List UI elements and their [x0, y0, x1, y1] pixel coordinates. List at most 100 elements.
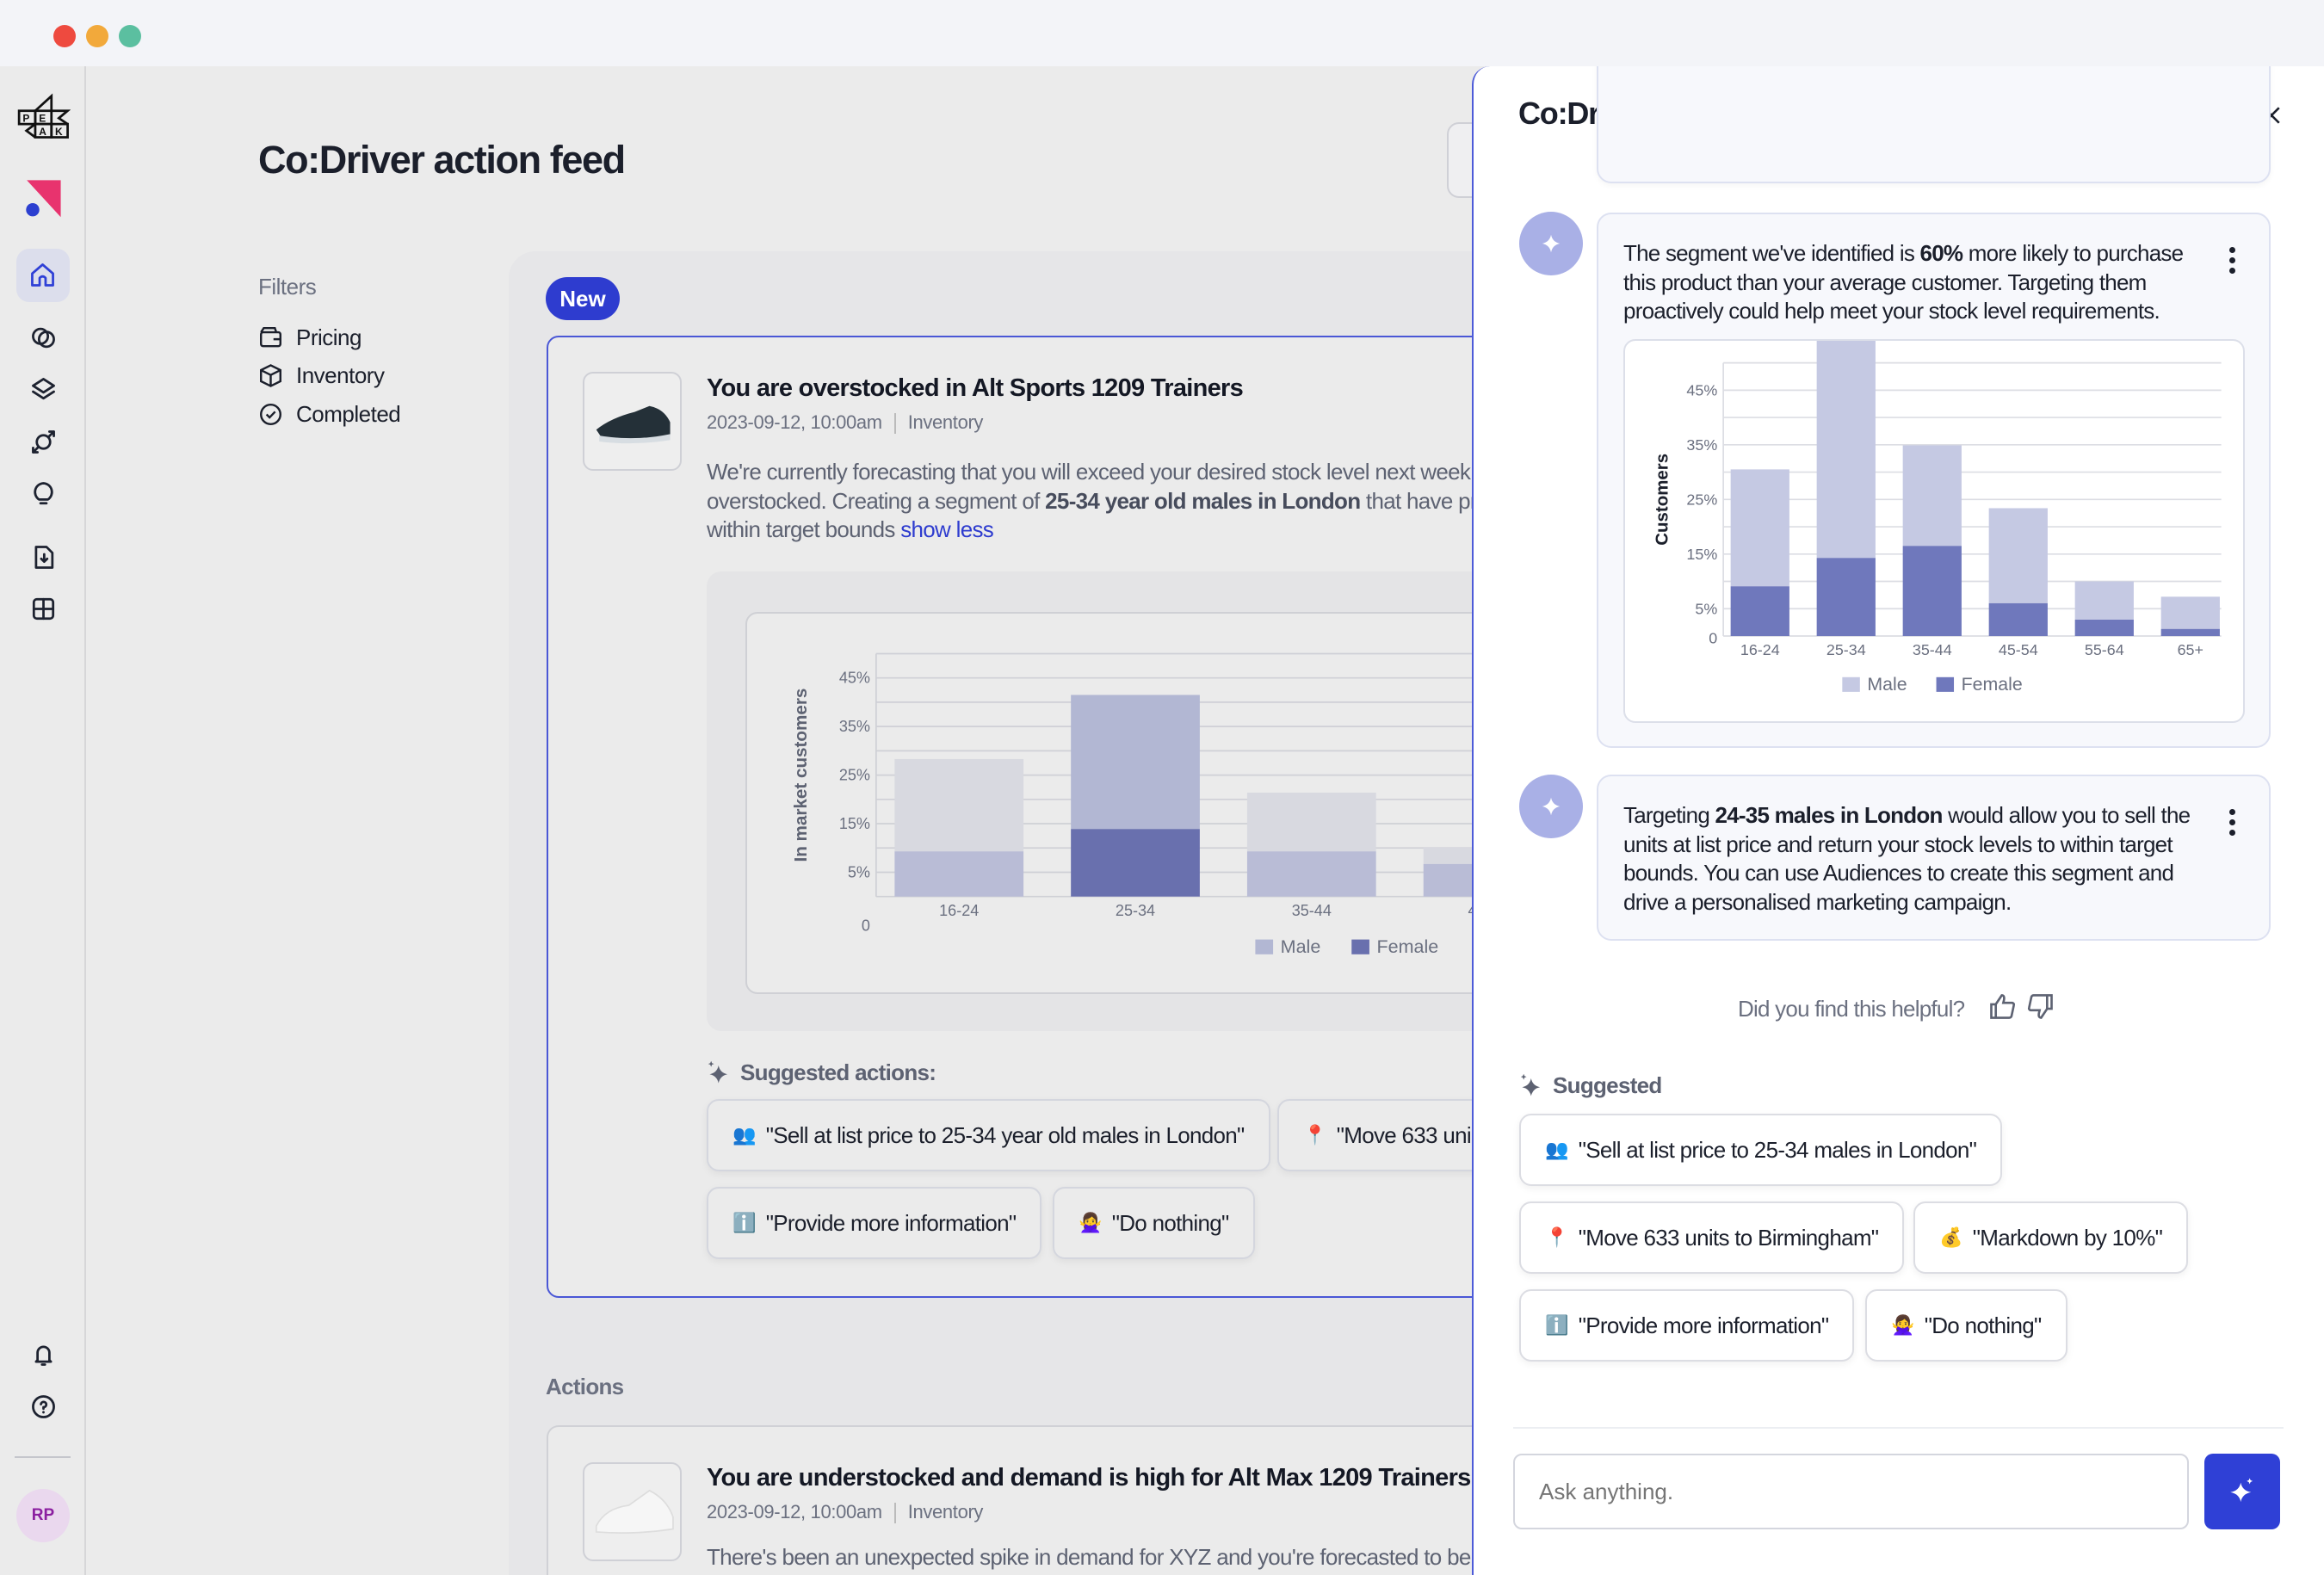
lightbulb-icon — [33, 481, 53, 504]
legend-swatch-female — [1936, 676, 1955, 692]
action-card[interactable] — [547, 1425, 1525, 1575]
action-do-nothing-button[interactable]: 🙅‍♀️ "Do nothing" — [1053, 1187, 1255, 1259]
thumbs-down-icon — [2027, 994, 2053, 1019]
sidebar-item-dashboard[interactable] — [22, 588, 64, 629]
notifications-button[interactable] — [22, 1333, 64, 1374]
x-tick-label: 55-64 — [2085, 641, 2124, 658]
bell-icon — [34, 1345, 52, 1366]
card-body-line: within target bounds show less — [707, 516, 1477, 545]
filter-completed[interactable]: Completed — [258, 401, 401, 428]
window-minimize-button[interactable] — [86, 25, 108, 47]
layers-icon — [31, 377, 55, 399]
x-tick-label: 35-44 — [1913, 641, 1952, 658]
thumbs-up-icon — [1990, 994, 2016, 1019]
divider — [15, 1456, 71, 1458]
card-body-line: overstocked. Creating a segment of 25-34… — [707, 487, 1478, 516]
text: overstocked. Creating a segment of — [707, 487, 1046, 514]
bar-female-45-54 — [1988, 602, 2048, 637]
ask-input[interactable] — [1513, 1454, 2189, 1529]
card-title: You are understocked and demand is high … — [707, 1464, 1499, 1492]
legend-swatch-male — [1842, 676, 1860, 692]
divider — [1513, 1427, 2284, 1429]
demographics-chart: 0 5% 15% 25% 35% 45% In market customers 16-24 2… — [791, 652, 1518, 957]
user-avatar[interactable]: RP — [16, 1489, 70, 1542]
info-icon: ℹ️ — [732, 1212, 756, 1233]
svg-text:A: A — [39, 126, 46, 138]
card-title: You are overstocked in Alt Sports 1209 T… — [707, 374, 1244, 402]
action-more-info-button[interactable]: ℹ️ "Provide more information" — [707, 1187, 1042, 1259]
pin-icon: 📍 — [1303, 1124, 1326, 1146]
highlight: 60% — [1919, 240, 1964, 266]
grid-icon — [32, 597, 54, 620]
chat-message: The segment we've identified is 60% more… — [1597, 213, 2271, 748]
label: "Move 633 units to Birmingham" — [1578, 1224, 1879, 1251]
action-sell-button[interactable]: 👥 "Sell at list price to 25-34 year old m… — [707, 1099, 1270, 1171]
window-maximize-button[interactable] — [119, 25, 141, 47]
sidebar-item-audiences[interactable] — [22, 317, 64, 358]
bar-male-45-54 — [1988, 508, 2048, 603]
filters-heading: Filters — [258, 274, 317, 300]
card-meta: 2023-09-12, 10:00am Inventory — [707, 411, 984, 435]
x-tick-label: 25-34 — [1826, 641, 1866, 658]
y-tick-label: 15% — [1686, 546, 1717, 563]
suggestion-do-nothing-button[interactable]: 🙅‍♀️ "Do nothing" — [1865, 1289, 2067, 1362]
y-tick-label: 35% — [839, 718, 870, 735]
label: Suggested actions: — [740, 1059, 936, 1085]
filter-label: Inventory — [296, 362, 385, 388]
filter-label: Completed — [296, 401, 401, 427]
sidebar-item-home[interactable] — [16, 249, 70, 302]
action-move-button[interactable]: 📍 "Move 633 uni — [1277, 1099, 1536, 1171]
legend-swatch-female — [1351, 939, 1369, 954]
help-button[interactable] — [22, 1386, 64, 1427]
label: "Do nothing" — [1924, 1312, 2043, 1338]
customers-chart: 0 5% 15% 25% 35% 45% Customers 16-24 25-34 35-44 4… — [1652, 335, 2222, 695]
sidebar-item-reports[interactable] — [22, 536, 64, 578]
suggestion-markdown-button[interactable]: 💰 "Markdown by 10%" — [1913, 1201, 2189, 1274]
x-tick-label: 25-34 — [1116, 902, 1155, 919]
thumbs-down-button[interactable] — [2026, 992, 2055, 1025]
sparkle-icon — [1520, 1073, 1541, 1096]
legend-label-male: Male — [1281, 936, 1321, 957]
message-menu-button[interactable] — [2228, 247, 2236, 274]
codriver-avatar — [1519, 212, 1583, 275]
people-icon: 👥 — [1545, 1139, 1568, 1160]
x-tick-label: 45-54 — [1999, 641, 2038, 658]
show-less-link[interactable]: show less — [900, 516, 994, 543]
actions-heading: Actions — [546, 1374, 624, 1399]
sidebar-item-demographics[interactable] — [22, 421, 64, 462]
y-tick-label: 15% — [839, 815, 870, 832]
sparkle-icon — [1542, 234, 1561, 253]
card-category: Inventory — [907, 411, 984, 433]
bar-male-35-44 — [1246, 792, 1376, 852]
codriver-logo[interactable] — [22, 177, 64, 219]
sidebar-item-insights[interactable] — [22, 472, 64, 514]
filter-pricing[interactable]: Pricing — [258, 324, 362, 351]
bar-male-65+ — [2160, 596, 2220, 629]
send-button[interactable] — [2204, 1454, 2280, 1529]
sidebar-item-layers[interactable] — [22, 368, 64, 410]
svg-text:E: E — [39, 113, 46, 125]
home-icon — [31, 263, 54, 287]
people-icon: 👥 — [732, 1124, 756, 1146]
message-text: Targeting 24-35 males in London would al… — [1623, 801, 2209, 917]
codriver-panel: Co:Driver The segment we've identified i… — [1472, 66, 2324, 1575]
box-icon — [260, 364, 281, 387]
window-close-button[interactable] — [53, 25, 76, 47]
label: "Provide more information" — [765, 1209, 1017, 1236]
text: within target bounds — [707, 516, 901, 543]
filter-inventory[interactable]: Inventory — [258, 362, 385, 389]
suggestion-sell-button[interactable]: 👥 "Sell at list price to 25-34 males in L… — [1519, 1114, 2003, 1186]
legend-swatch-male — [1255, 939, 1274, 954]
product-thumbnail — [583, 372, 682, 471]
message-menu-button[interactable] — [2228, 809, 2236, 836]
file-download-icon — [34, 545, 53, 569]
label: "Sell at list price to 25-34 year old ma… — [765, 1121, 1245, 1148]
suggestion-move-button[interactable]: 📍 "Move 633 units to Birmingham" — [1519, 1201, 1905, 1274]
thumbs-up-button[interactable] — [1988, 992, 2017, 1025]
previous-message — [1597, 66, 2271, 183]
bar-female-25-34 — [1071, 829, 1200, 897]
bar-female-16-24 — [1730, 586, 1789, 637]
no-gesture-icon: 🙅‍♀️ — [1079, 1212, 1102, 1233]
suggestion-more-info-button[interactable]: ℹ️ "Provide more information" — [1519, 1289, 1855, 1362]
